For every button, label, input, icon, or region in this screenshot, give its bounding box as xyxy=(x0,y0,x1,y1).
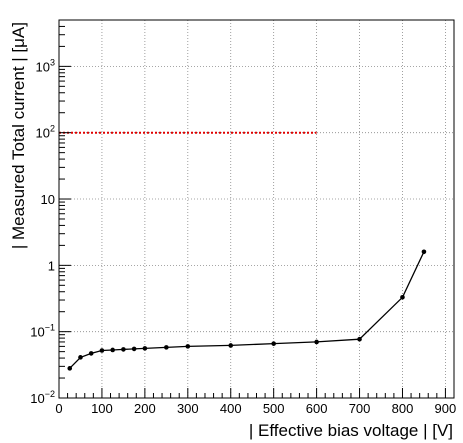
data-point xyxy=(314,339,319,345)
data-point xyxy=(88,351,94,356)
x-tick-label: 600 xyxy=(306,401,328,416)
series-layer xyxy=(67,249,427,371)
data-point xyxy=(228,343,234,348)
x-tick-label: 100 xyxy=(91,401,113,416)
y-tick-label: 10−2 xyxy=(30,389,55,406)
x-tick-label: 500 xyxy=(263,401,285,416)
series-line xyxy=(69,251,425,369)
plot-background xyxy=(59,20,454,398)
x-tick-labels: 0 100 200 300 400 500 600 700 800 900 xyxy=(55,401,456,416)
data-point xyxy=(131,346,137,352)
x-tick-label: 400 xyxy=(220,401,242,416)
x-tick-label: 700 xyxy=(349,401,371,416)
y-tick-label: 10−1 xyxy=(30,323,55,340)
data-point xyxy=(67,366,73,371)
y-tick-label: 1 xyxy=(48,258,55,273)
x-axis-title: | Effective bias voltage | [V] xyxy=(249,421,453,440)
y-tick-label: 10 xyxy=(41,192,55,207)
data-point xyxy=(99,348,105,353)
data-point xyxy=(271,341,276,346)
data-point xyxy=(142,346,148,351)
y-tick-label: 102 xyxy=(36,124,55,141)
grid xyxy=(59,20,454,398)
data-point xyxy=(421,249,427,255)
y-tick-label: 103 xyxy=(36,57,55,74)
x-tick-label: 200 xyxy=(134,401,156,416)
x-tick-label: 300 xyxy=(177,401,199,416)
data-point xyxy=(78,355,83,360)
x-tick-label: 900 xyxy=(435,401,457,416)
data-point xyxy=(110,347,115,353)
y-axis-title: | Measured Total current | [μA] xyxy=(9,22,28,249)
tick-marks xyxy=(58,25,446,399)
y-tick-labels: 10−2 10−1 1 10 102 103 xyxy=(30,57,55,406)
data-point xyxy=(164,345,169,350)
data-point xyxy=(185,344,191,349)
data-point xyxy=(357,336,362,342)
data-point xyxy=(400,294,405,300)
data-point xyxy=(121,347,126,352)
x-tick-label: 0 xyxy=(55,401,62,416)
x-tick-label: 800 xyxy=(392,401,414,416)
